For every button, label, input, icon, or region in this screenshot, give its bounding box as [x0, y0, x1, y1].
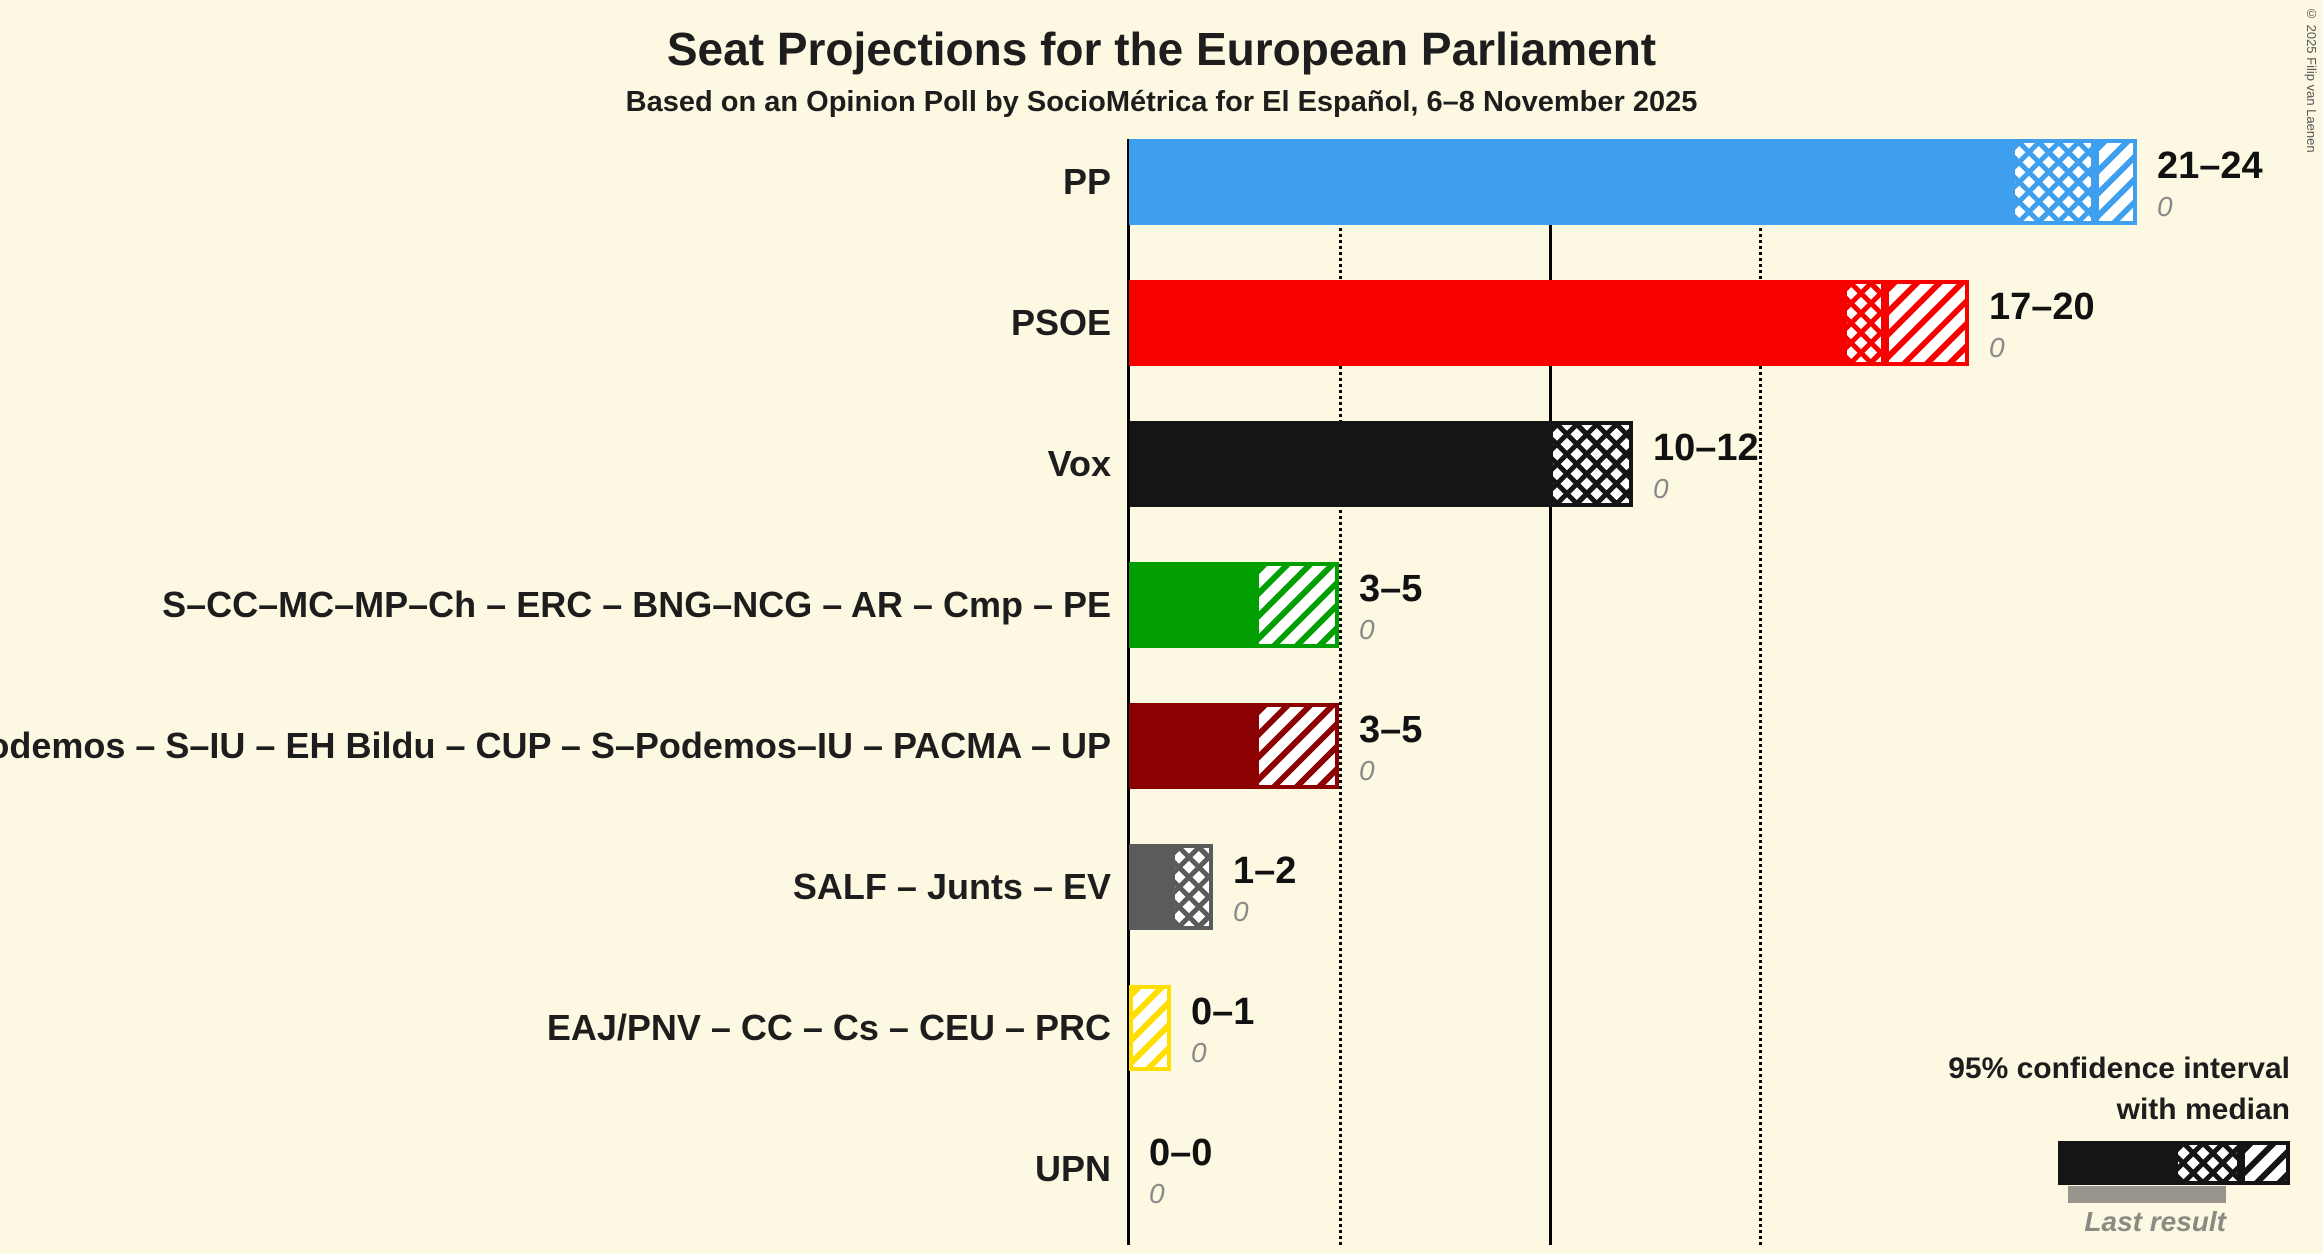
gridline-10-seats — [1549, 139, 1552, 1245]
bar-diagonal-segment — [1129, 985, 1171, 1071]
gridline-5-seats — [1339, 139, 1342, 1245]
bar-crosshatch-segment — [2011, 139, 2095, 225]
row-label: Vox — [1047, 443, 1111, 484]
range-label: 10–12 — [1653, 427, 1759, 469]
legend-caption-line2: with median — [2116, 1093, 2290, 1127]
legend-caption: 95% confidence interval with median — [1948, 1048, 2290, 1131]
bar-solid-segment — [1129, 562, 1255, 648]
range-label: 0–0 — [1149, 1132, 1213, 1174]
legend-sample-diagonal-segment — [2241, 1141, 2290, 1185]
bar-diagonal-segment — [1255, 562, 1339, 648]
copyright-note: © 2025 Filip van Laenen — [2304, 6, 2319, 153]
bar-crosshatch-segment — [1171, 844, 1213, 930]
range-label: 0–1 — [1191, 991, 1255, 1033]
last-result-value: 0 — [1653, 473, 1669, 504]
range-label: 21–24 — [2157, 145, 2263, 187]
bar-crosshatch-segment — [1549, 421, 1633, 507]
legend-last-result-label: Last result — [2084, 1206, 2226, 1237]
bar-solid-segment — [1129, 280, 1843, 366]
legend-sample-solid-segment — [2058, 1141, 2174, 1185]
bar-solid-segment — [1129, 844, 1171, 930]
row-label: EAJ/PNV – CC – Cs – CEU – PRC — [546, 1007, 1111, 1048]
row-label: S–CC–MC–MP–Ch – ERC – BNG–NCG – AR – Cmp… — [162, 584, 1111, 625]
range-label: 1–2 — [1233, 850, 1297, 892]
page-subtitle: Based on an Opinion Poll by SocioMétrica… — [625, 86, 1698, 118]
legend-last-result-bar — [2068, 1186, 2226, 1203]
row-label: SALF – Junts – EV — [792, 866, 1111, 907]
bar-solid-segment — [1129, 421, 1549, 507]
last-result-value: 0 — [1191, 1037, 1207, 1068]
row-label: UPN — [1034, 1148, 1111, 1189]
row-label: PP — [1062, 161, 1111, 202]
last-result-value: 0 — [1233, 896, 1249, 927]
bar-solid-segment — [1129, 703, 1255, 789]
page-title: Seat Projections for the European Parlia… — [666, 23, 1657, 75]
bar-diagonal-segment — [2095, 139, 2137, 225]
gridline-15-seats — [1759, 139, 1762, 1245]
legend-sample-crosshatch-segment — [2174, 1141, 2241, 1185]
last-result-value: 0 — [1359, 755, 1375, 786]
row-label: PSOE — [1010, 302, 1111, 343]
zero-axis-line — [1127, 139, 1130, 1245]
bar-diagonal-segment — [1255, 703, 1339, 789]
last-result-value: 0 — [2157, 191, 2173, 222]
legend-caption-line1: 95% confidence interval — [1948, 1052, 2290, 1085]
last-result-value: 0 — [1149, 1178, 1165, 1209]
row-label: Podemos – S–IU – EH Bildu – CUP – S–Pode… — [0, 725, 1111, 766]
bar-crosshatch-segment — [1843, 280, 1885, 366]
bar-diagonal-segment — [1885, 280, 1969, 366]
last-result-value: 0 — [1989, 332, 2005, 363]
range-label: 3–5 — [1359, 709, 1423, 751]
range-label: 17–20 — [1989, 286, 2095, 328]
range-label: 3–5 — [1359, 568, 1423, 610]
bar-solid-segment — [1129, 139, 2011, 225]
last-result-value: 0 — [1359, 614, 1375, 645]
